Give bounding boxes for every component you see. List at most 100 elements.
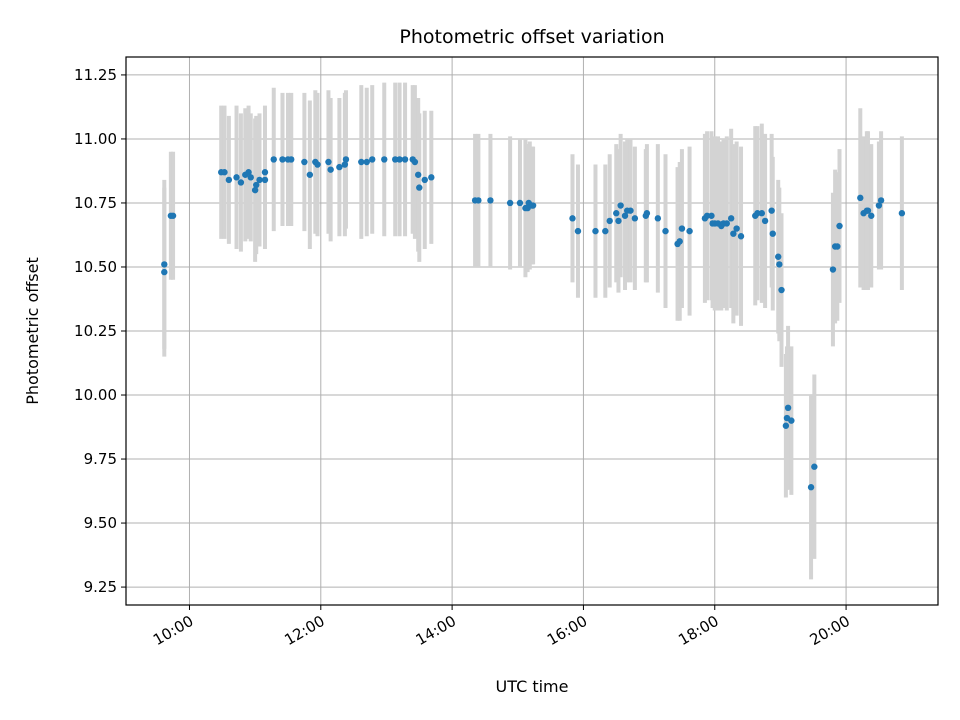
data-point bbox=[261, 169, 269, 176]
data-point bbox=[237, 179, 245, 186]
data-point bbox=[270, 156, 277, 163]
data-point bbox=[392, 156, 399, 163]
data-point bbox=[621, 212, 629, 219]
data-point bbox=[654, 215, 662, 222]
data-point bbox=[708, 212, 715, 219]
y-tick-label: 10.75 bbox=[74, 194, 117, 212]
data-point bbox=[868, 212, 875, 219]
data-point bbox=[301, 158, 308, 166]
data-point bbox=[877, 197, 885, 204]
data-point bbox=[342, 156, 350, 163]
data-point bbox=[662, 227, 669, 235]
data-point bbox=[836, 222, 843, 230]
data-point bbox=[829, 266, 837, 273]
chart-title: Photometric offset variation bbox=[399, 26, 664, 48]
data-point bbox=[401, 156, 409, 163]
data-point bbox=[506, 199, 514, 207]
data-point bbox=[221, 169, 228, 176]
data-point bbox=[727, 215, 735, 222]
data-point bbox=[811, 463, 818, 470]
data-point bbox=[428, 174, 435, 181]
data-point bbox=[875, 202, 883, 209]
data-point bbox=[381, 156, 388, 163]
data-point bbox=[898, 210, 906, 217]
data-point bbox=[256, 176, 263, 184]
data-point bbox=[363, 158, 370, 166]
data-point bbox=[336, 163, 343, 171]
data-point bbox=[592, 227, 599, 235]
y-tick-label: 10.50 bbox=[74, 258, 117, 276]
data-point bbox=[487, 197, 494, 204]
data-point bbox=[245, 169, 252, 176]
data-point bbox=[169, 212, 177, 219]
y-tick-label: 11.00 bbox=[74, 130, 117, 148]
data-point bbox=[784, 404, 792, 412]
data-point bbox=[761, 217, 769, 225]
data-point bbox=[247, 174, 254, 181]
y-axis: 9.25 9.50 9.75 10.00 10.25 10.50 10.75 11.00 11.… bbox=[74, 66, 126, 596]
y-tick-label: 9.50 bbox=[84, 514, 117, 532]
data-point bbox=[574, 227, 582, 235]
data-point bbox=[261, 176, 269, 184]
data-point bbox=[778, 286, 785, 294]
data-point bbox=[678, 225, 686, 232]
data-point bbox=[686, 227, 693, 235]
x-axis-label: UTC time bbox=[496, 677, 569, 696]
y-tick-label: 10.25 bbox=[74, 322, 117, 340]
data-point bbox=[730, 230, 737, 237]
y-tick-label: 10.00 bbox=[74, 386, 117, 404]
data-point bbox=[421, 176, 428, 184]
data-point bbox=[306, 171, 314, 178]
data-point bbox=[788, 417, 795, 424]
y-tick-label: 9.25 bbox=[84, 578, 117, 596]
data-point bbox=[769, 230, 776, 237]
data-point bbox=[857, 194, 864, 202]
data-point bbox=[754, 210, 761, 217]
y-tick-label: 11.25 bbox=[74, 66, 117, 84]
data-point bbox=[369, 156, 376, 163]
data-point bbox=[776, 261, 783, 268]
data-point bbox=[627, 207, 634, 214]
data-point bbox=[314, 161, 321, 168]
data-point bbox=[615, 217, 622, 225]
data-point bbox=[864, 207, 872, 214]
data-point bbox=[602, 227, 609, 235]
data-point bbox=[613, 210, 620, 217]
y-tick-label: 9.75 bbox=[84, 450, 117, 468]
data-point bbox=[529, 202, 537, 209]
data-point bbox=[161, 268, 168, 276]
data-points bbox=[161, 156, 906, 491]
data-point bbox=[643, 210, 651, 217]
data-point bbox=[288, 156, 295, 163]
data-point bbox=[569, 215, 576, 222]
data-point bbox=[279, 156, 286, 163]
data-point bbox=[475, 197, 482, 204]
data-point bbox=[737, 233, 745, 240]
data-point bbox=[834, 243, 841, 250]
data-point bbox=[414, 171, 422, 178]
data-point bbox=[775, 253, 782, 260]
data-point bbox=[606, 217, 613, 225]
data-point bbox=[225, 176, 233, 184]
data-point bbox=[703, 212, 711, 219]
data-point bbox=[233, 174, 240, 181]
data-point bbox=[161, 261, 168, 268]
data-point bbox=[341, 161, 349, 168]
data-point bbox=[416, 184, 423, 191]
data-point bbox=[733, 225, 740, 232]
data-point bbox=[768, 207, 775, 214]
data-point bbox=[358, 158, 365, 166]
data-point bbox=[631, 215, 639, 222]
data-point bbox=[325, 158, 332, 166]
data-point bbox=[396, 156, 403, 163]
data-point bbox=[782, 422, 790, 429]
data-point bbox=[253, 181, 260, 189]
data-point bbox=[251, 186, 259, 194]
data-point bbox=[617, 202, 624, 209]
data-point bbox=[676, 238, 683, 245]
data-point bbox=[411, 158, 419, 166]
data-point bbox=[516, 199, 524, 207]
data-point bbox=[758, 210, 766, 217]
data-point bbox=[723, 220, 730, 227]
